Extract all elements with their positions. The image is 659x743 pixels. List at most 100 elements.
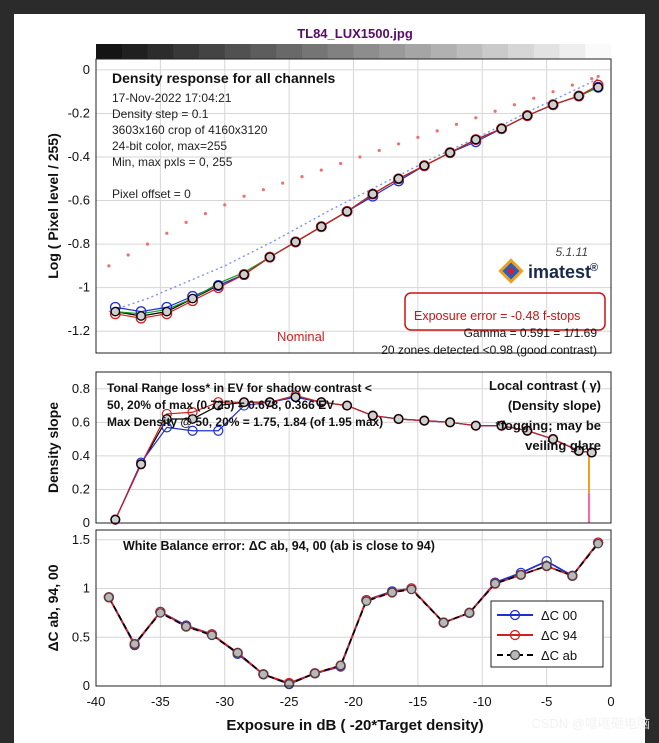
data-point-gray: [316, 397, 327, 408]
x-tick-label: -20: [344, 694, 363, 709]
data-point-gray: [496, 420, 507, 431]
gradient-step: [199, 44, 226, 59]
y-tick-label: -0.4: [68, 149, 90, 164]
y-tick-label: 0.4: [72, 448, 90, 463]
gradient-step: [353, 44, 380, 59]
data-point-dcab: [155, 608, 166, 618]
data-point-dcab: [361, 596, 372, 606]
nominal-point: [261, 188, 265, 192]
y-tick-label: 0: [83, 515, 90, 530]
nominal-point: [339, 161, 343, 166]
data-point-dcab: [387, 587, 397, 598]
nominal-point: [596, 74, 600, 79]
nominal-point: [281, 181, 285, 185]
data-point-blue: [213, 425, 224, 436]
y-tick-label: 0.5: [72, 629, 90, 644]
x-tick-label: -15: [408, 694, 427, 709]
data-point-gray: [290, 237, 301, 247]
y-tick-label: -1.2: [68, 323, 90, 338]
data-point-dcab: [335, 660, 346, 671]
gradient-step: [559, 44, 586, 59]
data-point-gray: [187, 293, 198, 304]
max-density-line: Max Density @ 50, 20% = 1.75, 1.84 (of 1…: [107, 415, 383, 429]
series-line-ΔC ab: [108, 543, 599, 685]
ideal-line: [108, 77, 599, 313]
info-line: Density step = 0.1: [112, 107, 209, 121]
data-point-gray: [187, 414, 198, 424]
nominal-point: [532, 96, 536, 100]
nominal-label: Nominal: [277, 329, 325, 344]
nominal-point: [435, 129, 439, 133]
y-tick-label: 0.6: [72, 414, 90, 429]
data-point-gray: [239, 269, 249, 280]
data-point-dcab: [104, 592, 114, 603]
x-tick-label: -5: [541, 694, 553, 709]
figure-title: TL84_LUX1500.jpg: [297, 26, 413, 41]
density-slope-panel: 0 0.2 0.4 0.6 0.8 Density slope Tonal Range lo…: [45, 371, 612, 530]
data-point-gray: [316, 221, 327, 232]
x-tick-label: -30: [215, 694, 234, 709]
nominal-point: [126, 253, 130, 257]
nominal-point: [590, 77, 594, 81]
gradient-step: [147, 44, 174, 59]
data-point-gray: [548, 99, 558, 110]
y-tick-label: 0: [83, 62, 90, 77]
y-tick-label: 1: [83, 581, 90, 596]
plot-frame: [95, 371, 612, 524]
data-point-gray: [445, 417, 455, 428]
legend-label: ΔC ab: [541, 648, 577, 663]
plot-frame: [95, 58, 612, 354]
x-tick-label: -40: [87, 694, 106, 709]
data-point-gray: [342, 400, 352, 411]
data-point-gray: [470, 420, 481, 431]
data-point-dcab: [258, 669, 269, 680]
data-point-gray: [213, 400, 224, 411]
data-point-gray: [342, 206, 352, 217]
data-point-gray: [593, 82, 603, 93]
x-tick-label: -10: [473, 694, 492, 709]
nominal-point: [223, 203, 227, 207]
white-balance-panel: 0 0.5 1 1.5 ΔC ab, 94, 00 White Balance error…: [45, 529, 615, 709]
gradient-step: [508, 44, 535, 59]
data-point-gray: [573, 446, 584, 456]
data-point-gray: [470, 134, 481, 145]
gradient-step: [482, 44, 509, 59]
legend-marker: [509, 629, 521, 641]
data-point-dcab: [516, 570, 526, 580]
nominal-point: [107, 264, 111, 268]
info-line: Min, max pxls = 0, 255: [112, 155, 233, 169]
veiling-glare-label: veiling glare: [525, 438, 601, 453]
data-point-gray: [393, 414, 404, 424]
gray-gradient-strip: [96, 44, 612, 59]
data-point-gray: [586, 447, 597, 458]
gradient-step: [405, 44, 432, 59]
gradient-step: [224, 44, 251, 59]
data-point-dcab: [207, 630, 217, 641]
data-point-gray: [213, 280, 224, 291]
nominal-point: [396, 142, 401, 146]
y-tick-label: 1.5: [72, 532, 90, 547]
data-point-gray: [161, 414, 172, 424]
data-point-dcab: [232, 648, 243, 658]
data-point-gray: [367, 410, 378, 421]
data-point-dcab: [129, 639, 140, 649]
x-tick-label: -35: [151, 694, 170, 709]
nominal-point: [145, 242, 150, 246]
data-point-gray: [161, 306, 172, 317]
imatest-logo-icon: [498, 258, 524, 284]
data-point-dcab: [284, 679, 294, 689]
info-line: 3603x160 crop of 4160x3120: [112, 123, 268, 137]
data-point-gray: [110, 306, 121, 317]
info-title: Density response for all channels: [112, 70, 336, 86]
nominal-point: [203, 212, 208, 216]
data-point-gray: [264, 252, 275, 263]
y-tick-label: 0.2: [72, 481, 90, 496]
gradient-step: [96, 44, 123, 59]
gamma-label: Gamma = 0.591 = 1/1.69: [464, 326, 598, 340]
nominal-point: [319, 168, 323, 172]
brand-registered-mark: ®: [590, 262, 598, 274]
exposure-error: Exposure error = -0.48 f-stops: [414, 309, 580, 323]
info-line: Pixel offset = 0: [112, 187, 191, 201]
